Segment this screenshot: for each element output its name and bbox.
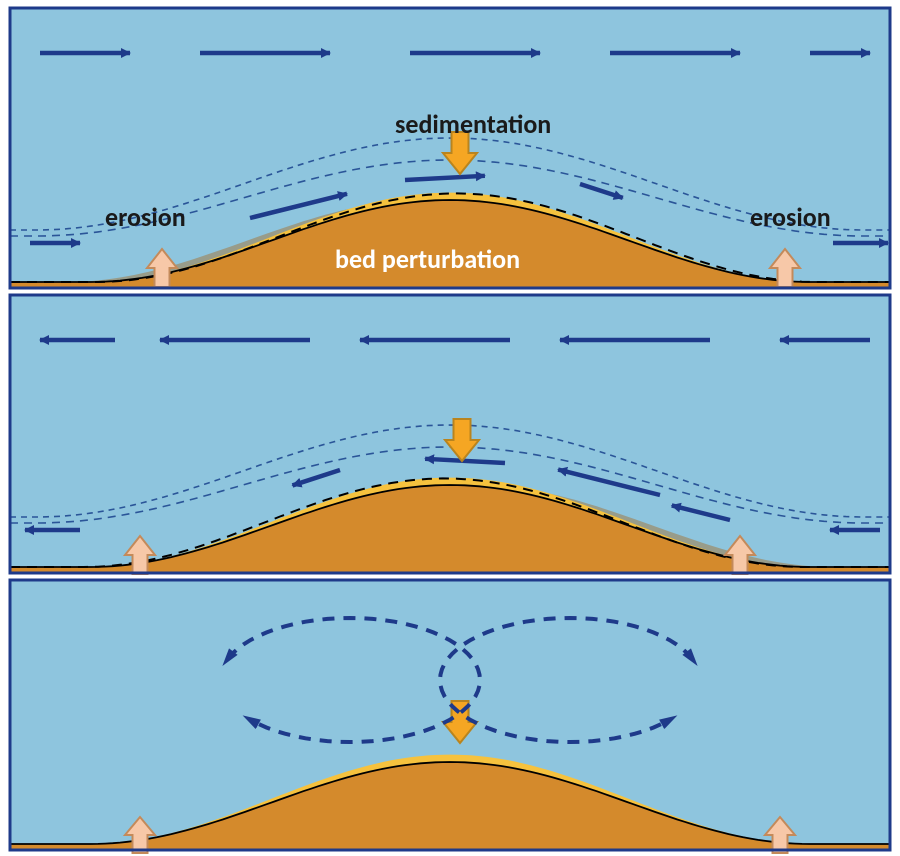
diagram-canvas: sedimentation erosion erosion bed perturbat… [0, 0, 900, 856]
panel-2 [10, 295, 890, 574]
label-sedimentation: sedimentation [395, 108, 551, 140]
panel-3 [10, 580, 890, 853]
label-erosion-left: erosion [105, 201, 186, 233]
label-erosion-right: erosion [750, 201, 831, 233]
label-bed-perturbation: bed perturbation [335, 243, 520, 275]
panel-1: sedimentation erosion erosion bed perturbat… [10, 8, 890, 288]
